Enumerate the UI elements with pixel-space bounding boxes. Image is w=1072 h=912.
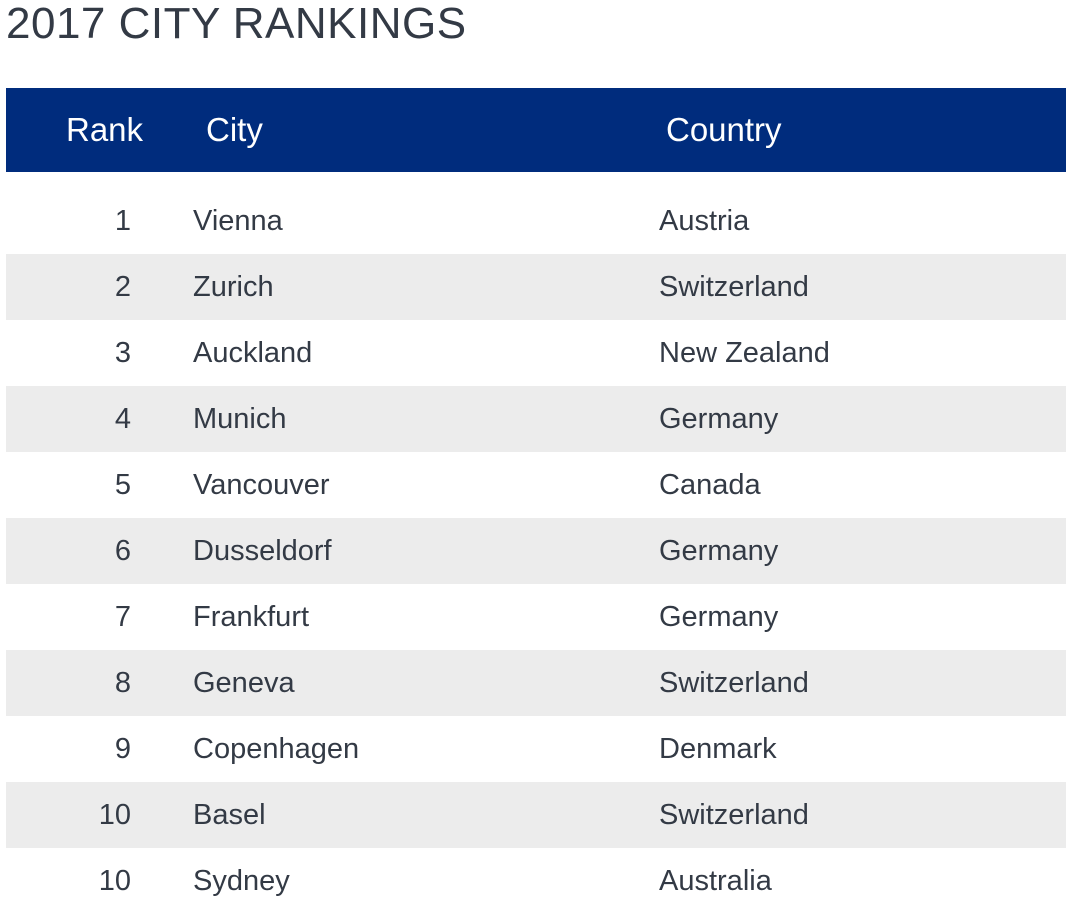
table-row: 3 Auckland New Zealand bbox=[6, 320, 1066, 386]
table-header: Rank City Country bbox=[6, 88, 1066, 172]
column-header-city: City bbox=[206, 111, 263, 148]
table-row: 10 Basel Switzerland bbox=[6, 782, 1066, 848]
rank-cell: 2 bbox=[114, 271, 131, 303]
city-cell: Geneva bbox=[193, 667, 295, 699]
country-cell: Switzerland bbox=[659, 799, 809, 831]
rank-cell: 8 bbox=[114, 667, 131, 699]
table-row: 4 Munich Germany bbox=[6, 386, 1066, 452]
table-row: 6 Dusseldorf Germany bbox=[6, 518, 1066, 584]
rankings-table: Rank City Country 1 Vienna Austria 2 Zurich S… bbox=[6, 88, 1066, 912]
table-row: 5 Vancouver Canada bbox=[6, 452, 1066, 518]
rank-cell: 3 bbox=[114, 337, 131, 369]
rank-cell: 4 bbox=[114, 403, 131, 435]
city-cell: Zurich bbox=[193, 271, 274, 303]
country-cell: New Zealand bbox=[659, 337, 830, 369]
table-body: 1 Vienna Austria 2 Zurich Switzerland 3 Aucklan… bbox=[6, 172, 1066, 912]
column-header-country: Country bbox=[666, 111, 782, 148]
country-cell: Germany bbox=[659, 403, 779, 435]
country-cell: Switzerland bbox=[659, 667, 809, 699]
country-cell: Germany bbox=[659, 601, 779, 633]
country-cell: Switzerland bbox=[659, 271, 809, 303]
rank-cell: 5 bbox=[114, 469, 131, 501]
table-row: 8 Geneva Switzerland bbox=[6, 650, 1066, 716]
country-cell: Denmark bbox=[659, 733, 777, 765]
table-row: 2 Zurich Switzerland bbox=[6, 254, 1066, 320]
city-cell: Vancouver bbox=[193, 469, 330, 501]
table-row: 1 Vienna Austria bbox=[6, 188, 1066, 254]
country-cell: Canada bbox=[659, 469, 761, 501]
country-cell: Australia bbox=[659, 865, 772, 897]
column-header-rank: Rank bbox=[66, 111, 144, 148]
rank-cell: 1 bbox=[114, 205, 131, 237]
table-row: 10 Sydney Australia bbox=[6, 848, 1066, 912]
city-cell: Copenhagen bbox=[193, 733, 360, 765]
country-cell: Austria bbox=[659, 205, 750, 237]
rank-cell: 7 bbox=[114, 601, 131, 633]
rank-cell: 10 bbox=[98, 799, 131, 831]
rank-cell: 6 bbox=[114, 535, 131, 567]
city-cell: Auckland bbox=[193, 337, 313, 369]
city-cell: Vienna bbox=[193, 205, 283, 237]
country-cell: Germany bbox=[659, 535, 779, 567]
city-cell: Basel bbox=[193, 799, 266, 831]
table-row: 7 Frankfurt Germany bbox=[6, 584, 1066, 650]
city-cell: Sydney bbox=[193, 865, 290, 897]
table-row: 9 Copenhagen Denmark bbox=[6, 716, 1066, 782]
rank-cell: 9 bbox=[114, 733, 131, 765]
city-cell: Frankfurt bbox=[193, 601, 310, 633]
city-cell: Dusseldorf bbox=[193, 535, 332, 567]
city-cell: Munich bbox=[193, 403, 287, 435]
header-gap bbox=[6, 172, 1066, 188]
rank-cell: 10 bbox=[98, 865, 131, 897]
page-title: 2017 CITY RANKINGS bbox=[6, 0, 467, 48]
